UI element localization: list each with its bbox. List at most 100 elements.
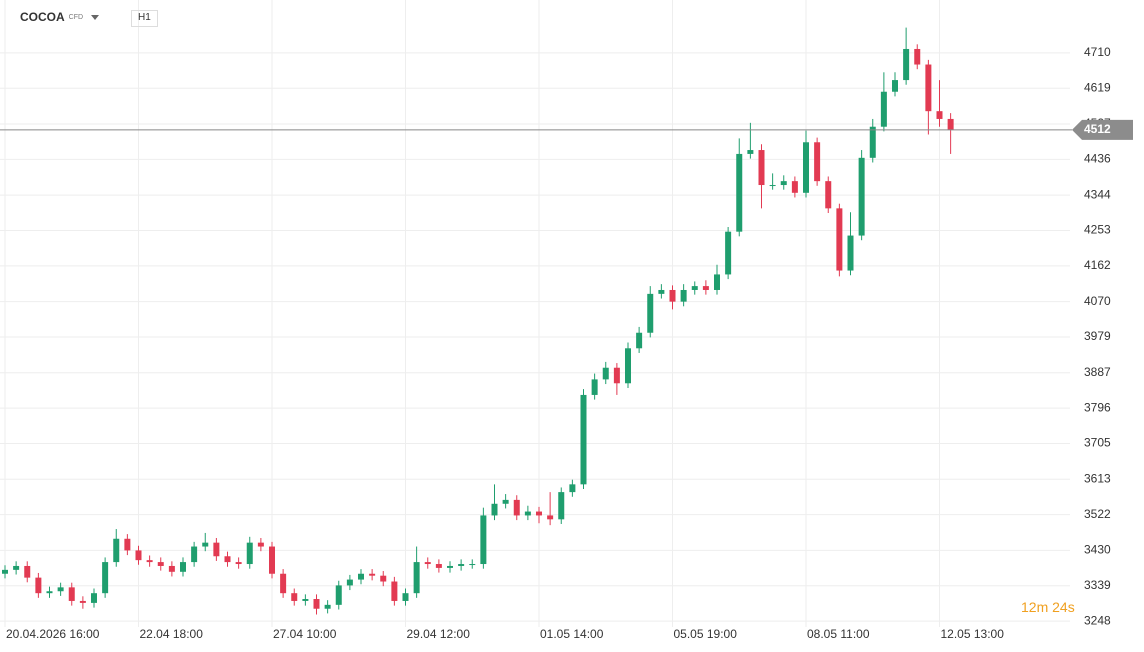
candle-body [358, 573, 364, 580]
x-tick-label: 01.05 14:00 [540, 627, 604, 641]
candle-body [547, 515, 554, 520]
candle-body [157, 562, 164, 566]
x-tick-label: 27.04 10:00 [273, 627, 337, 641]
candle-body [647, 293, 654, 333]
candle-body [302, 599, 309, 601]
candle-body [903, 48, 910, 81]
y-tick-label: 3522 [1084, 507, 1111, 521]
timeframe-selector[interactable]: H1 [131, 10, 158, 27]
candle-body [536, 511, 542, 516]
candle-body [580, 394, 587, 485]
candle-body [191, 546, 198, 563]
y-tick-label: 3705 [1084, 436, 1111, 450]
candle-body [480, 515, 487, 565]
y-tick-label: 4436 [1084, 152, 1111, 166]
candle-body [202, 542, 209, 547]
candle-body [413, 562, 420, 594]
candle-body [224, 556, 231, 563]
instrument-type: CFD [68, 13, 84, 21]
candle-body [669, 289, 676, 302]
candle-body [803, 142, 809, 193]
candle-body [113, 538, 120, 563]
candle-body [725, 231, 732, 275]
candle-body [524, 511, 531, 516]
candle-body [914, 48, 921, 65]
candle-body [35, 577, 42, 594]
y-tick-label: 4619 [1084, 80, 1111, 94]
candle-body [880, 91, 887, 127]
y-tick-label: 3430 [1084, 543, 1111, 557]
timeframe: H1 [131, 10, 158, 27]
y-tick-label: 4344 [1084, 187, 1111, 201]
candle-body [291, 593, 298, 601]
candle-body [758, 150, 765, 186]
x-tick-label: 29.04 12:00 [407, 627, 471, 641]
candle-body [613, 367, 620, 384]
x-tick-label: 05.05 19:00 [674, 627, 738, 641]
candle-body [602, 367, 609, 380]
candle-body [46, 591, 53, 594]
y-tick-label: 3887 [1084, 365, 1111, 379]
candle-body [380, 575, 387, 582]
candle-body [213, 542, 220, 557]
candle-body [702, 286, 709, 290]
candle-body [447, 565, 453, 568]
candle-body [124, 538, 131, 551]
candle-body [691, 286, 698, 290]
candle-body [424, 562, 431, 565]
candle-body [346, 579, 353, 586]
y-tick-label: 3796 [1084, 400, 1111, 414]
candle-body [324, 604, 331, 609]
candle-body [57, 587, 64, 592]
y-tick-label: 4162 [1084, 258, 1111, 272]
candle-body [947, 118, 954, 130]
candle-body [513, 499, 520, 516]
candle-body [791, 181, 798, 193]
candle-body [313, 599, 320, 609]
current-price-label: 4512 [1084, 122, 1111, 136]
candle-body [658, 289, 665, 294]
candle-body [569, 484, 576, 493]
candle-body [680, 289, 687, 302]
candle-body [558, 492, 565, 520]
candle-body [257, 542, 264, 547]
candle-body [135, 550, 142, 561]
candle-body [714, 274, 720, 290]
candle-body [836, 208, 843, 271]
candle-body [269, 546, 275, 574]
candle-body [180, 562, 186, 572]
symbol: COCOA [20, 10, 65, 24]
candle-body [458, 564, 465, 566]
candle-body [91, 593, 97, 603]
candle-body [892, 80, 898, 92]
dropdown-arrow [91, 14, 100, 20]
candle-body [747, 150, 754, 154]
candle-body [491, 503, 498, 516]
candle-body [168, 565, 175, 572]
x-tick-label: 08.05 11:00 [807, 627, 870, 641]
y-tick-label: 4070 [1084, 294, 1111, 308]
y-tick-label: 3979 [1084, 329, 1111, 343]
candle-body [435, 564, 442, 568]
candle-body [502, 499, 509, 504]
y-tick-label: 3613 [1084, 471, 1111, 485]
y-tick-label: 4253 [1084, 223, 1111, 237]
y-tick-label: 4710 [1084, 45, 1111, 59]
candle-body [925, 64, 932, 112]
candle-body [591, 379, 598, 395]
candle-body [847, 235, 854, 271]
candle-body [469, 564, 476, 566]
candle-body [335, 585, 342, 605]
candle-timer: 12m 24s [1021, 599, 1075, 615]
price-tag [1072, 119, 1133, 140]
symbol-selector[interactable]: COCOA CFD [20, 10, 100, 24]
candle-body [391, 581, 398, 601]
candle-body [13, 565, 20, 570]
candle-body [825, 181, 832, 209]
y-tick-label: 3339 [1084, 578, 1111, 592]
y-tick-label: 3248 [1084, 613, 1111, 627]
candle-body [869, 126, 876, 158]
candle-body [858, 157, 865, 236]
